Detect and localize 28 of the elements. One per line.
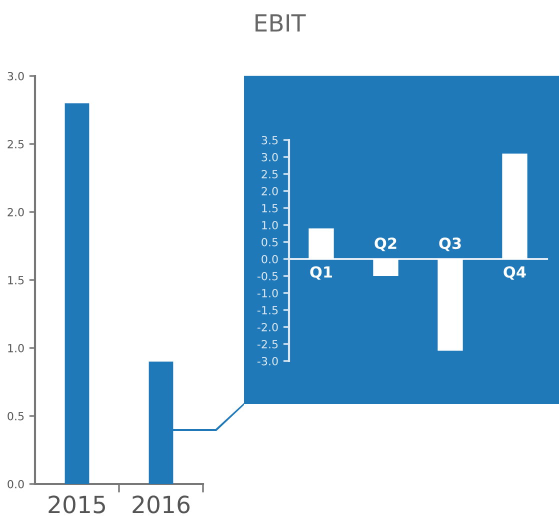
y-tick-label: 3.0: [8, 72, 24, 80]
x-tick-label: Q4: [504, 266, 526, 280]
y-tick-label: 2.5: [262, 170, 278, 178]
y-tick-label: 2.5: [8, 140, 24, 148]
y-tick-label: 1.0: [262, 220, 278, 230]
y-tick-label: 3.5: [262, 136, 278, 144]
y-tick-label: 0.5: [262, 238, 278, 246]
x-tick-label: 2015: [48, 496, 105, 514]
y-tick-label: -2.5: [257, 340, 278, 348]
y-tick-label: 0.0: [8, 480, 24, 488]
y-tick-label: 1.5: [262, 204, 278, 212]
y-tick-label: -3.0: [257, 356, 278, 366]
x-tick-label: Q3: [439, 238, 461, 252]
y-tick-label: 0.0: [262, 254, 278, 264]
y-tick-label: 1.0: [8, 344, 24, 352]
y-tick-label: -1.5: [257, 306, 278, 314]
y-tick-label: 2.0: [8, 208, 24, 216]
y-tick-label: -1.0: [257, 288, 278, 298]
y-tick-label: -0.5: [257, 272, 278, 280]
x-tick-label: 2016: [132, 496, 190, 514]
x-tick-label: Q1: [310, 266, 332, 280]
y-tick-label: 0.5: [8, 412, 24, 420]
chart-title: EBIT: [256, 14, 306, 32]
y-tick-label: 2.0: [262, 186, 278, 196]
y-tick-label: -2.0: [257, 322, 278, 332]
x-tick-label: Q2: [374, 238, 396, 252]
y-tick-label: 1.5: [8, 276, 24, 284]
y-tick-label: 3.0: [262, 152, 278, 162]
